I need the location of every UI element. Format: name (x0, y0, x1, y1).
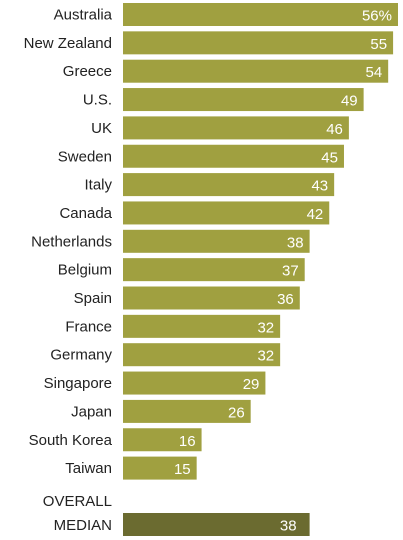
category-label: Greece (63, 63, 112, 80)
bar-row-14: Japan 26 (71, 399, 251, 423)
bar-row-3: U.S. 49 (83, 88, 364, 112)
bar (123, 201, 330, 225)
category-label: New Zealand (24, 35, 112, 52)
bar-row-4: UK 46 (91, 116, 349, 140)
median-value-label: 38 (280, 518, 297, 535)
bar-row-6: Italy 43 (84, 173, 335, 197)
category-label: Singapore (44, 375, 112, 392)
median-bar (123, 513, 310, 536)
category-label: Canada (59, 205, 112, 222)
bar (123, 88, 364, 112)
category-label: France (65, 318, 112, 335)
category-label: Netherlands (31, 233, 112, 250)
bar-row-1: New Zealand 55 (24, 31, 394, 55)
bar (123, 456, 197, 480)
value-label: 46 (326, 121, 343, 138)
category-label: Japan (71, 403, 112, 420)
category-label: Sweden (58, 148, 112, 165)
bar-row-5: Sweden 45 (58, 144, 344, 168)
category-label: Spain (74, 290, 112, 307)
category-label: Taiwan (65, 460, 112, 477)
bar-row-13: Singapore 29 (44, 371, 266, 395)
value-label: 49 (341, 93, 358, 110)
value-label: 38 (287, 234, 304, 251)
value-label: 43 (311, 178, 328, 195)
category-label: Italy (84, 177, 112, 194)
median-label-line-1: OVERALL (43, 493, 112, 510)
bar (123, 116, 349, 140)
bar (123, 286, 300, 310)
bar-row-0: Australia 56% (54, 3, 398, 26)
value-label: 45 (321, 149, 338, 166)
value-label: 29 (243, 376, 260, 393)
value-label: 26 (228, 404, 245, 421)
bar-row-15: South Korea 16 (29, 428, 202, 452)
value-label: 15 (174, 461, 191, 478)
bar-row-8: Netherlands 38 (31, 229, 310, 253)
category-label: U.S. (83, 92, 112, 109)
category-label: Australia (54, 7, 113, 24)
value-label: 36 (277, 291, 294, 308)
value-label: 56% (362, 8, 392, 25)
category-label: South Korea (29, 432, 113, 449)
bar (123, 31, 394, 55)
median-row: OVERALL MEDIAN 38 (43, 493, 310, 536)
bar (123, 314, 281, 338)
bar-row-12: Germany 32 (50, 343, 281, 367)
bar (123, 3, 398, 26)
bar-row-16: Taiwan 15 (65, 456, 197, 480)
value-label: 37 (282, 263, 299, 280)
bar-row-10: Spain 36 (74, 286, 300, 310)
bar (123, 371, 266, 395)
bar (123, 229, 310, 253)
value-label: 32 (257, 348, 274, 365)
category-label: Belgium (58, 262, 112, 279)
median-label-line-2: MEDIAN (54, 517, 112, 534)
bar-row-11: France 32 (65, 314, 281, 338)
value-label: 32 (257, 319, 274, 336)
bar (123, 428, 202, 452)
category-label: Germany (50, 347, 112, 364)
bar-row-9: Belgium 37 (58, 258, 305, 282)
bar-row-2: Greece 54 (63, 59, 389, 83)
value-label: 16 (179, 433, 196, 450)
value-label: 54 (365, 64, 382, 81)
bar-row-7: Canada 42 (59, 201, 330, 225)
bar (123, 59, 389, 83)
bar (123, 343, 281, 367)
bar (123, 173, 335, 197)
bar (123, 258, 305, 282)
bar (123, 144, 344, 168)
value-label: 55 (370, 36, 387, 53)
bar (123, 399, 251, 423)
category-label: UK (91, 120, 112, 137)
value-label: 42 (307, 206, 324, 223)
